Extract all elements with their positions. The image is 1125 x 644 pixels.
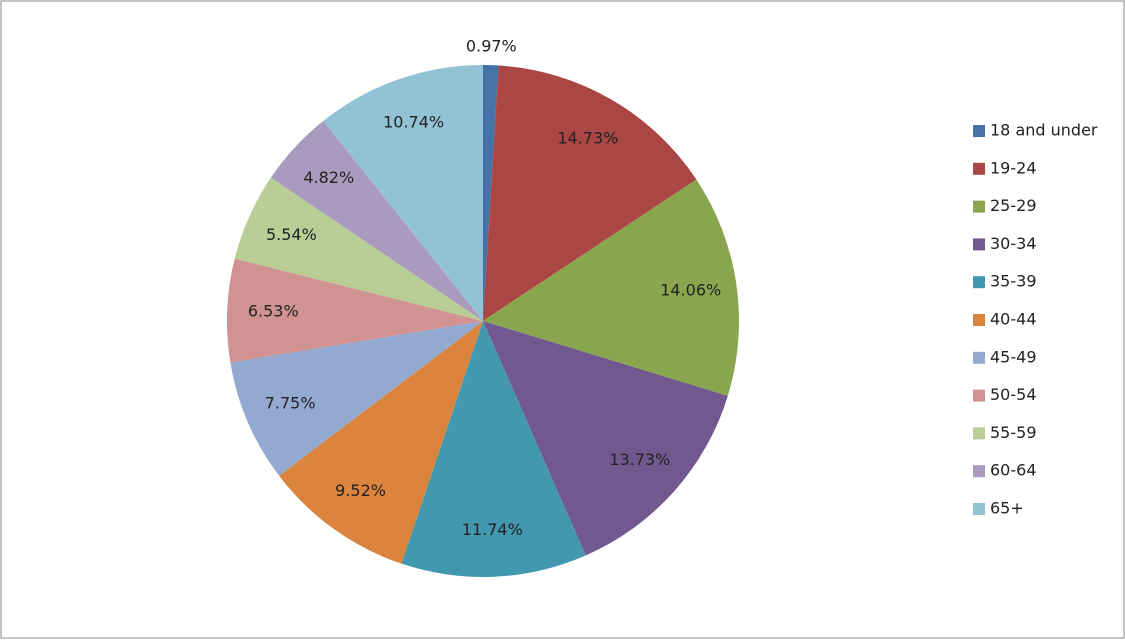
pie-slice <box>270 120 483 321</box>
pie-slice <box>230 321 483 476</box>
legend-label: 60-64 <box>990 461 1037 480</box>
legend-label: 30-34 <box>990 234 1037 253</box>
pie-slice <box>234 177 483 321</box>
pie-slice <box>401 321 586 577</box>
pie-slice <box>483 179 740 396</box>
legend-label: 55-59 <box>990 423 1037 442</box>
value-label: 5.54% <box>266 225 317 244</box>
legend-swatch <box>973 162 985 175</box>
legend-label: 50-54 <box>990 385 1037 404</box>
legend-label: 19-24 <box>990 158 1037 177</box>
legend-swatch <box>973 314 985 326</box>
legend-swatch <box>973 503 985 515</box>
value-label: 11.74% <box>462 520 523 539</box>
pie-slice <box>279 321 483 564</box>
legend-swatch <box>973 238 985 251</box>
legend-label: 65+ <box>990 499 1024 518</box>
legend-label: 45-49 <box>990 347 1037 366</box>
value-label: 7.75% <box>265 393 316 412</box>
legend-label: 35-39 <box>990 272 1037 291</box>
legend-swatch <box>973 125 985 137</box>
legend-swatch <box>973 200 985 213</box>
value-label: 9.52% <box>335 481 386 500</box>
pie-slice <box>323 65 483 321</box>
legend-label: 18 and under <box>990 121 1098 140</box>
value-label: 0.97% <box>466 37 517 56</box>
value-label: 4.82% <box>303 168 354 187</box>
legend-swatch <box>973 389 985 402</box>
value-label: 14.06% <box>660 280 721 299</box>
pie-slice <box>483 65 697 321</box>
legend-swatch <box>973 427 985 440</box>
legend-swatch <box>973 465 985 478</box>
pie-slice <box>483 321 728 556</box>
legend-label: 25-29 <box>990 196 1037 215</box>
value-label: 14.73% <box>557 129 618 148</box>
legend-swatch <box>973 351 985 364</box>
value-label: 10.74% <box>383 112 444 131</box>
legend-swatch <box>973 276 985 289</box>
value-label: 13.73% <box>609 450 670 469</box>
value-label: 6.53% <box>248 302 299 321</box>
pie-slice <box>227 258 483 363</box>
pie-slice <box>483 65 499 321</box>
legend-label: 40-44 <box>990 310 1037 329</box>
